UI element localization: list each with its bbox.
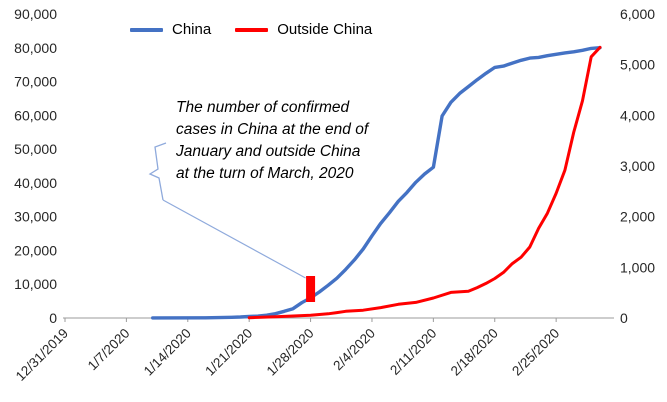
callout-leader-line [162,199,306,279]
outside-china-series-line[interactable] [247,45,602,320]
annotation-line-4: at the turn of March, 2020 [176,165,354,182]
legend-item-outside-china[interactable]: Outside China [235,21,372,38]
legend-label-china: China [172,21,212,38]
china-line-swatch [130,27,163,32]
right-axis-tick-label: 0 [620,310,628,326]
right-axis-tick-label: 2,000 [620,209,655,225]
left-axis-tick-label: 20,000 [14,242,57,258]
right-axis-tick-label: 5,000 [620,57,655,73]
left-axis-tick-label: 10,000 [14,276,57,292]
right-axis-tick-label: 4,000 [620,107,655,123]
x-axis-tick-label: 2/11/2020 [387,326,439,378]
legend-item-china[interactable]: China [130,21,211,38]
x-axis-tick-label: 2/4/2020 [330,326,378,374]
chart-legend: China Outside China [130,21,372,38]
left-axis-tick-label: 80,000 [14,40,57,56]
legend-label-outside-china: Outside China [277,21,373,38]
x-axis-tick-label: 2/25/2020 [509,326,562,379]
left-axis-tick-label: 0 [49,310,57,326]
outside-china-line-swatch [235,27,269,32]
callout-marker[interactable] [306,276,316,302]
left-axis-tick-label: 60,000 [14,107,57,123]
annotation-line-2: cases in China at the end of [176,121,369,138]
left-axis-tick-label: 70,000 [14,74,57,90]
right-axis-tick-label: 3,000 [620,158,655,174]
left-axis-tick-label: 40,000 [14,175,57,191]
left-axis-tick-label: 30,000 [14,209,57,225]
x-axis-tick-label: 1/21/2020 [202,326,255,379]
callout-bracket [148,142,167,201]
annotation-line-1: The number of confirmed [176,99,350,116]
x-axis-tick-label: 2/18/2020 [448,326,501,379]
left-axis-tick-label: 90,000 [14,6,57,22]
x-axis-tick-label: 1/7/2020 [85,326,133,374]
annotation-line-3: January and outside China [176,143,361,160]
left-axis-tick-label: 50,000 [14,141,57,157]
chart-annotation: The number of confirmed cases in China a… [176,97,368,185]
x-axis-tick-label: 1/28/2020 [264,326,317,379]
right-axis-tick-label: 6,000 [620,6,655,22]
right-axis-tick-label: 1,000 [620,259,655,275]
x-axis-tick-label: 12/31/2019 [13,326,71,384]
china-series-line[interactable] [150,46,602,320]
x-axis-tick-label: 1/14/2020 [141,326,194,379]
